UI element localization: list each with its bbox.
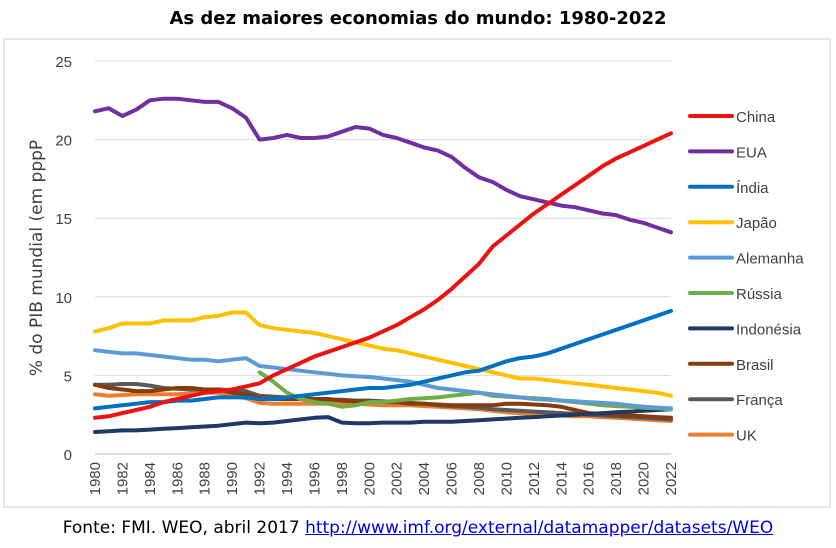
plot-area-border xyxy=(3,38,831,508)
x-tick-label: 2016 xyxy=(581,462,598,495)
legend-label: China xyxy=(736,109,776,126)
x-tick-label: 2002 xyxy=(389,462,406,495)
x-tick-label: 1994 xyxy=(279,462,296,495)
x-tick-label: 2008 xyxy=(471,462,488,495)
legend-label: Japão xyxy=(736,215,777,232)
y-axis-ticks: 0 5 10 15 20 25 xyxy=(55,54,72,464)
legend-label: UK xyxy=(736,428,757,445)
legend-label: Indonésia xyxy=(736,321,802,338)
legend-label: Rússia xyxy=(736,286,783,303)
series-line-alemanha xyxy=(93,348,673,411)
y-tick-label: 15 xyxy=(55,211,72,228)
x-tick-label: 2004 xyxy=(416,462,433,495)
series-line-índia xyxy=(93,308,673,411)
x-tick-label: 2020 xyxy=(636,462,653,495)
x-tick-label: 1988 xyxy=(197,462,214,495)
x-tick-label: 1998 xyxy=(334,462,351,495)
legend-label: Alemanha xyxy=(736,251,804,268)
gridlines xyxy=(95,60,671,455)
series-line-rússia xyxy=(257,370,673,412)
x-tick-label: 2022 xyxy=(663,462,680,495)
source-text: Fonte: FMI. WEO, abril 2017 xyxy=(62,518,300,538)
x-tick-label: 2012 xyxy=(526,462,543,495)
y-tick-label: 0 xyxy=(64,447,72,464)
x-tick-label: 1990 xyxy=(224,462,241,495)
y-tick-label: 5 xyxy=(64,368,72,385)
x-axis-ticks: 1980 1982 1984 1986 1988 1990 1992 1994 1996 1998… xyxy=(87,462,680,495)
x-tick-label: 1984 xyxy=(142,462,159,495)
series-line-eua xyxy=(93,96,673,235)
source-link[interactable]: http://www.imf.org/external/datamapper/d… xyxy=(305,518,774,538)
y-tick-label: 25 xyxy=(55,54,72,71)
y-axis-label: % do PIB mundial (em pppP xyxy=(27,140,47,376)
legend-label: Índia xyxy=(736,180,769,197)
series-line-china xyxy=(93,131,673,420)
x-tick-label: 2014 xyxy=(553,462,570,495)
series-lines xyxy=(93,96,673,434)
x-tick-label: 2006 xyxy=(444,462,461,495)
x-tick-label: 1996 xyxy=(306,462,323,495)
y-tick-label: 10 xyxy=(55,290,72,307)
source-note: Fonte: FMI. WEO, abril 2017 http://www.i… xyxy=(0,518,836,538)
x-tick-label: 1992 xyxy=(252,462,269,495)
legend-label: Brasil xyxy=(736,357,774,374)
series-line-japão xyxy=(93,310,673,398)
x-tick-label: 2018 xyxy=(608,462,625,495)
x-tick-label: 2000 xyxy=(361,462,378,495)
legend-label: EUA xyxy=(736,144,767,161)
x-tick-label: 1986 xyxy=(169,462,186,495)
x-tick-label: 1982 xyxy=(114,462,131,495)
series-line-indonésia xyxy=(93,407,673,434)
legend: China EUA Índia Japão Alemanha Rússia Indonési… xyxy=(688,109,804,445)
y-tick-label: 20 xyxy=(55,133,72,150)
chart-title: As dez maiores economias do mundo: 1980-… xyxy=(169,8,667,29)
x-tick-label: 1980 xyxy=(87,462,104,495)
legend-label: França xyxy=(736,392,783,409)
x-tick-label: 2010 xyxy=(498,462,515,495)
